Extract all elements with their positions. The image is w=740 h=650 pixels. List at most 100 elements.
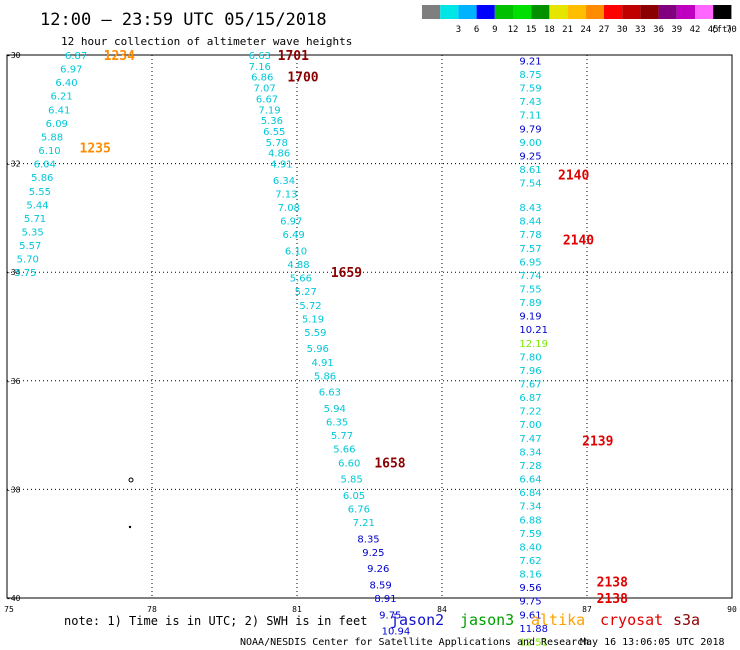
swh-value-label: 9.00 [519,138,541,149]
swh-value-label: 6.76 [348,504,370,515]
credit-line: NOAA/NESDIS Center for Satellite Applica… [240,637,589,648]
plot-frame [6,54,733,599]
pass-time-label: 2139 [582,435,613,450]
swh-value-label: 7.74 [519,271,541,282]
scale-label: 21 [562,25,573,35]
scale-swatch [622,5,641,19]
swh-value-label: 7.55 [519,284,541,295]
swh-value-label: 7.07 [254,84,276,95]
y-tick-label: -30 [6,51,21,60]
swh-value-label: 8.16 [519,570,541,581]
swh-value-label: 7.00 [519,420,541,431]
swh-value-label: 7.13 [275,189,297,200]
swh-value-label: 4.88 [287,260,309,271]
swh-value-label: 7.19 [258,105,280,116]
swh-value-label: 5.66 [290,274,312,285]
scale-unit: (ft) [711,25,733,35]
swh-value-label: 6.05 [343,491,365,502]
swh-value-label: 6.84 [519,488,541,499]
swh-value-label: 7.22 [519,407,541,418]
y-tick-label: -40 [6,594,21,603]
swh-value-label: 7.57 [519,244,541,255]
pass-time-label: 1235 [80,141,111,156]
swh-value-label: 8.34 [519,447,541,458]
swh-value-label: 5.19 [302,314,324,325]
scale-label: 36 [653,25,664,35]
swh-value-label: 7.59 [519,529,541,540]
swh-value-label: 6.40 [55,78,77,89]
swh-value-label: 7.80 [519,352,541,363]
swh-value-label: 6.49 [283,230,305,241]
swh-value-label: 6.63 [319,388,341,399]
swh-value-label: 5.27 [295,287,317,298]
swh-value-label: 5.66 [333,445,355,456]
page-subtitle: 12 hour collection of altimeter wave hei… [61,35,352,48]
satellite-legend-altika: altika [531,611,585,629]
x-tick-label: 75 [4,605,14,614]
scale-swatch [567,5,586,19]
swh-value-label: 6.55 [263,127,285,138]
swh-value-label: 9.21 [519,56,541,67]
scale-label: 18 [544,25,555,35]
swh-value-label: 8.43 [519,203,541,214]
swh-value-label: 6.86 [251,73,273,84]
satellite-legend: jason2 jason3 altika cryosat s3a [390,611,700,629]
scale-label: 27 [599,25,610,35]
swh-value-label: 4.86 [268,149,290,160]
swh-value-label: 6.10 [38,146,60,157]
swh-value-label: 7.28 [519,461,541,472]
pass-time-label: 1700 [287,71,318,86]
pass-time-label: 2138 [597,576,628,591]
swh-value-label: 6.97 [60,65,82,76]
pass-time-labels: 1234 1235 1701 1700 1659 1658 2140 2140 2139 2138… [80,49,629,607]
scale-swatch [549,5,568,19]
swh-value-label: 5.75 [14,268,36,279]
swh-value-label: 9.19 [519,312,541,323]
scale-label: 3 [456,25,461,35]
grid-lines [7,55,732,598]
x-tick-label: 87 [582,605,592,614]
scale-label: 6 [474,25,479,35]
swh-value-label: 6.97 [280,217,302,228]
scale-label: 30 [617,25,628,35]
swh-value-label: 5.96 [307,344,329,355]
swh-value-label: 6.34 [273,176,295,187]
scale-swatch [422,5,441,19]
island-dot [128,525,132,529]
swh-value-label: 7.96 [519,366,541,377]
scale-label: 9 [492,25,497,35]
swh-value-label: 5.71 [24,214,46,225]
swh-value-label: 5.88 [41,132,63,143]
scale-swatch [531,5,550,19]
swh-value-label: 6.87 [65,51,87,62]
scale-swatch [476,5,495,19]
footnote: note: 1) Time is in UTC; 2) SWH is in fe… [64,614,367,628]
swh-value-label: 6.04 [34,160,56,171]
pass-time-label: 2140 [563,234,594,249]
scale-swatch [494,5,513,19]
swh-value-label: 5.36 [261,116,283,127]
swh-value-label: 6.60 [338,458,360,469]
pass-time-label: 2140 [558,168,589,183]
scale-label: 33 [635,25,646,35]
swh-value-label: 6.95 [519,257,541,268]
swh-value-label: 4.91 [270,160,292,171]
satellite-legend-cryosat: cryosat [600,611,663,629]
swh-value-label: 7.08 [278,203,300,214]
satellite-legend-s3a: s3a [673,611,700,629]
pass-time-label: 2138 [597,592,628,607]
axis-ticks: 75 78 81 84 87 90 -30 -32 -34 -36 -38 -40 [4,51,737,614]
swh-value-label: 5.85 [341,475,363,486]
scale-label: 12 [508,25,519,35]
swh-value-label: 5.72 [299,301,321,312]
swh-value-label: 5.86 [314,371,336,382]
swh-value-label: 6.41 [48,105,70,116]
swh-value-label: 5.86 [31,173,53,184]
scale-swatch [695,5,714,19]
swh-value-label: 8.75 [519,70,541,81]
swh-value-label: 5.35 [22,227,44,238]
swh-value-label: 9.26 [367,564,389,575]
swh-value-label: 11.88 [519,624,548,635]
swh-value-label: 7.34 [519,502,541,513]
swh-value-label: 5.55 [29,187,51,198]
